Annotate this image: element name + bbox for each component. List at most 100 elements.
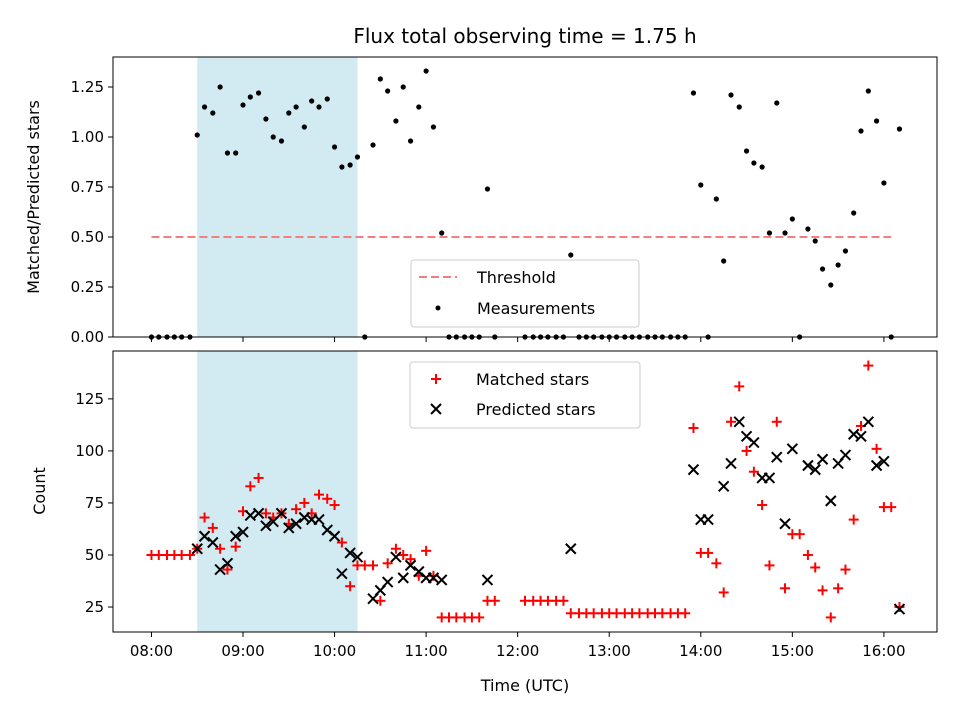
x-tick-label: 13:00 — [588, 642, 631, 660]
bottom-y-tick-label: 25 — [85, 598, 104, 616]
legend-matched-swatch — [431, 374, 441, 384]
measurement-point — [812, 238, 818, 244]
predicted-star-point — [221, 557, 234, 570]
predicted-star-point — [404, 559, 417, 572]
measurement-point — [407, 138, 414, 144]
predicted-star-point — [229, 530, 242, 542]
matched-star-point — [222, 564, 233, 575]
measurement-point — [316, 104, 322, 110]
matched-star-point — [863, 360, 874, 371]
predicted-star-point — [344, 547, 356, 559]
bottom-legend-box — [409, 361, 641, 429]
legend-measurements-swatch — [435, 305, 441, 311]
measurement-point — [270, 134, 276, 140]
x-tick-label: 16:00 — [862, 642, 905, 660]
legend-threshold-label: Threshold — [476, 268, 556, 287]
measurement-point — [819, 266, 826, 272]
top-panel: 0.00 0.25 0.50 0.75 1.00 1.25 Flux total obse… — [24, 24, 938, 346]
predicted-star-point — [260, 520, 272, 532]
bottom-shaded-span — [197, 351, 358, 632]
measurement-point — [690, 90, 697, 96]
predicted-star-point — [779, 518, 791, 530]
predicted-star-point — [351, 551, 364, 563]
matched-star-point — [291, 504, 302, 515]
matched-star-point — [329, 500, 340, 511]
legend-predicted-label: Predicted stars — [476, 400, 596, 419]
measurement-point — [339, 164, 345, 170]
measurement-point — [865, 88, 871, 94]
matched-star-point — [825, 612, 836, 623]
measurement-point — [774, 100, 780, 106]
bottom-axes-frame — [112, 350, 938, 633]
x-tick-label: 09:00 — [221, 642, 264, 660]
predicted-star-point — [290, 518, 302, 530]
predicted-star-point — [191, 543, 203, 555]
measurement-point — [751, 160, 757, 166]
measurement-point — [805, 226, 811, 232]
measurement-point — [835, 262, 841, 268]
measurement-point — [201, 104, 208, 110]
top-y-tick-label: 0.50 — [71, 228, 104, 246]
matched-star-point — [199, 512, 210, 523]
measurement-point — [858, 128, 864, 134]
measurement-point — [759, 164, 765, 170]
measurement-point — [423, 68, 429, 74]
measurement-point — [370, 142, 376, 148]
matched-stars-series — [146, 360, 905, 623]
x-axis-label: Time (UTC) — [480, 676, 569, 695]
matched-star-point — [802, 549, 813, 560]
top-chart-title: Flux total observing time = 1.75 h — [353, 24, 696, 48]
top-y-tick-label: 1.00 — [71, 128, 104, 146]
predicted-star-point — [748, 436, 760, 449]
predicted-stars-series — [191, 416, 906, 615]
measurement-point — [400, 84, 406, 90]
matched-star-point — [718, 587, 729, 598]
predicted-star-point — [381, 576, 394, 588]
predicted-star-point — [397, 572, 409, 584]
matched-star-point — [398, 549, 409, 560]
matched-star-point — [757, 500, 768, 511]
measurement-point — [828, 282, 834, 288]
bottom-panel: 25 50 75 100 125 08:00 09:00 10:00 11:00 12:00 13… — [30, 350, 938, 695]
matched-star-point — [703, 547, 714, 558]
matched-star-point — [207, 522, 218, 533]
matched-star-point — [405, 554, 416, 565]
predicted-star-point — [763, 472, 776, 484]
predicted-star-point — [244, 509, 257, 522]
measurement-point — [263, 116, 269, 122]
measurement-point — [736, 104, 742, 110]
matched-star-point — [489, 595, 500, 606]
measurement-point — [743, 148, 750, 154]
matched-star-point — [726, 416, 736, 427]
predicted-star-point — [855, 430, 867, 443]
measurement-point — [217, 84, 223, 90]
matched-star-point — [833, 583, 844, 594]
x-tick-label: 15:00 — [771, 642, 814, 660]
top-y-ticks: 0.00 0.25 0.50 0.75 1.00 1.25 — [71, 78, 113, 346]
predicted-star-point — [786, 443, 799, 455]
predicted-star-point — [390, 551, 402, 563]
top-shaded-span — [197, 57, 358, 337]
top-y-tick-label: 0.00 — [71, 328, 104, 346]
measurement-point — [881, 180, 887, 186]
matched-star-point — [368, 560, 379, 571]
matched-star-point — [771, 416, 782, 427]
predicted-star-point — [435, 574, 448, 586]
measurement-point — [430, 124, 437, 130]
matched-star-point — [215, 543, 226, 554]
bottom-y-axis-label: Count — [30, 467, 49, 515]
matched-star-point — [474, 612, 485, 623]
matched-star-point — [345, 581, 356, 592]
bottom-y-ticks: 25 50 75 100 125 — [75, 390, 113, 616]
matched-star-point — [780, 583, 791, 594]
bottom-y-tick-label: 100 — [75, 442, 104, 460]
x-tick-label: 11:00 — [405, 642, 448, 660]
measurement-point — [301, 124, 307, 130]
matched-star-point — [886, 502, 897, 513]
matched-star-point — [748, 466, 759, 477]
predicted-star-point — [725, 457, 737, 470]
top-y-axis-label: Matched/Predicted stars — [24, 100, 43, 294]
predicted-star-point — [862, 416, 875, 428]
matched-star-point — [421, 545, 432, 556]
top-y-tick-label: 0.25 — [71, 278, 104, 296]
